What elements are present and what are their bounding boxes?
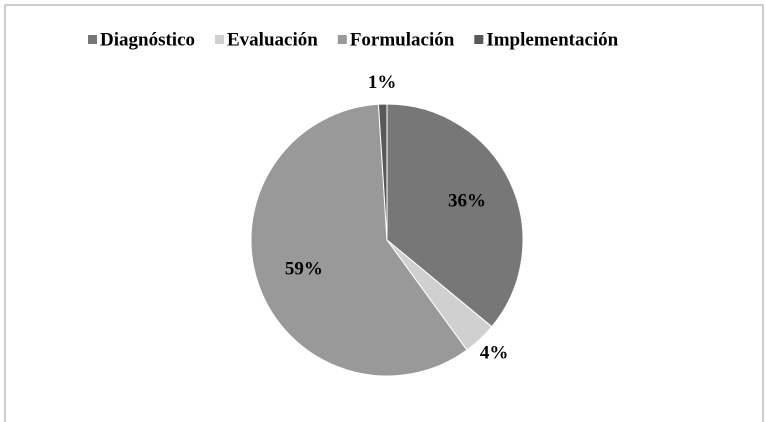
- legend-swatch: [337, 35, 347, 44]
- pie-slice: [386, 103, 524, 328]
- legend-swatch: [474, 35, 484, 44]
- data-label: 4%: [480, 342, 509, 363]
- legend-label: Implementación: [486, 29, 618, 50]
- data-label: 1%: [368, 72, 397, 93]
- legend-label: Diagnóstico: [100, 29, 195, 50]
- data-label: 36%: [448, 191, 486, 212]
- legend-swatch: [215, 35, 224, 44]
- data-label: 59%: [285, 258, 323, 279]
- legend-label: Evaluación: [227, 29, 318, 50]
- chart-border: [4, 4, 764, 422]
- pie-slice: [377, 103, 388, 241]
- pie-slice: [250, 103, 468, 377]
- legend-label: Formulación: [350, 29, 455, 50]
- legend-swatch: [88, 35, 97, 44]
